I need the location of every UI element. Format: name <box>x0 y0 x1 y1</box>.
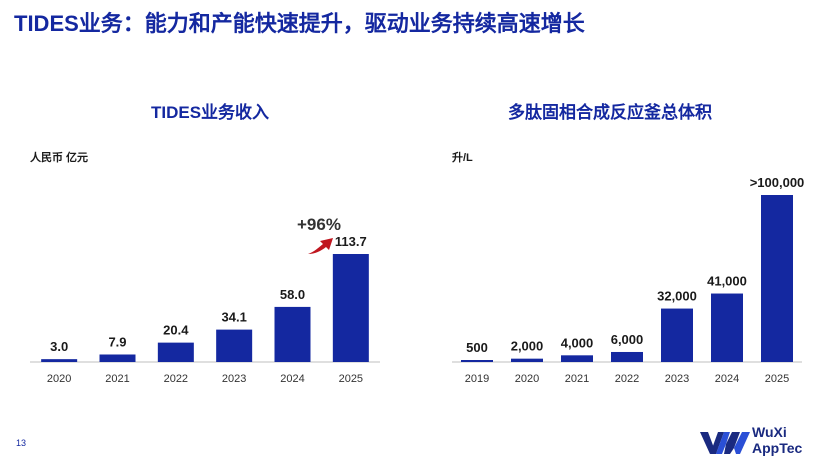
page-number: 13 <box>16 438 27 448</box>
growth-arrow-icon <box>308 238 333 254</box>
reactor-value-label-2019: 500 <box>466 340 488 355</box>
revenue-value-label-2024: 58.0 <box>280 287 305 302</box>
reactor-tick-label-2025: 2025 <box>765 373 789 385</box>
revenue-value-label-2025: 113.7 <box>335 234 367 249</box>
revenue-value-label-2023: 34.1 <box>222 310 247 325</box>
revenue-value-label-2021: 7.9 <box>108 334 126 349</box>
reactor-bar-2019 <box>461 360 493 362</box>
revenue-tick-label-2020: 2020 <box>47 373 71 385</box>
revenue-bar-2024 <box>274 306 311 362</box>
reactor-bar-2024 <box>711 293 743 362</box>
revenue-tick-label-2024: 2024 <box>280 373 304 385</box>
revenue-bar-2023 <box>216 329 253 362</box>
revenue-tick-label-2025: 2025 <box>339 373 363 385</box>
reactor-bar-2023 <box>661 308 693 362</box>
growth-annotation: +96% <box>297 215 341 234</box>
slide-title: TIDES业务：能力和产能快速提升，驱动业务持续高速增长 <box>14 11 585 36</box>
logo-line1: WuXi <box>752 424 787 440</box>
reactor-value-label-2024: 41,000 <box>707 274 747 289</box>
revenue-bar-2022 <box>157 342 194 362</box>
reactor-value-label-2023: 32,000 <box>657 289 697 304</box>
reactor-tick-label-2024: 2024 <box>715 373 739 385</box>
reactor-value-label-2022: 6,000 <box>611 332 644 347</box>
reactor-tick-label-2021: 2021 <box>565 373 589 385</box>
reactor-bar-2025 <box>761 195 793 362</box>
revenue-bar-2021 <box>99 354 136 362</box>
reactor-bar-2021 <box>561 355 593 362</box>
revenue-tick-label-2023: 2023 <box>222 373 246 385</box>
reactor-tick-label-2022: 2022 <box>615 373 639 385</box>
revenue-chart-unit: 人民币 亿元 <box>30 152 89 164</box>
revenue-bar-2020 <box>41 359 78 362</box>
reactor-value-label-2020: 2,000 <box>511 339 544 354</box>
revenue-value-label-2022: 20.4 <box>163 323 189 338</box>
reactor-value-label-2025: >100,000 <box>750 175 805 190</box>
wuxi-apptec-logo-icon <box>700 432 750 454</box>
reactor-tick-label-2019: 2019 <box>465 373 489 385</box>
revenue-value-label-2020: 3.0 <box>50 339 68 354</box>
logo-line2: AppTec <box>752 440 803 456</box>
reactor-tick-label-2020: 2020 <box>515 373 539 385</box>
revenue-chart-title: TIDES业务收入 <box>150 103 270 122</box>
reactor-tick-label-2023: 2023 <box>665 373 689 385</box>
revenue-bar-2025 <box>332 254 369 362</box>
logo-text: WuXi AppTec <box>752 424 802 456</box>
revenue-tick-label-2021: 2021 <box>105 373 129 385</box>
revenue-tick-label-2022: 2022 <box>164 373 188 385</box>
wuxi-apptec-logo: WuXi AppTec <box>700 424 824 460</box>
reactor-value-label-2021: 4,000 <box>561 335 594 350</box>
reactor-chart-title: 多肽固相合成反应釜总体积 <box>508 103 712 122</box>
reactor-chart-unit: 升/L <box>452 152 473 164</box>
reactor-bar-2020 <box>511 358 543 362</box>
reactor-bar-2022 <box>611 351 643 362</box>
